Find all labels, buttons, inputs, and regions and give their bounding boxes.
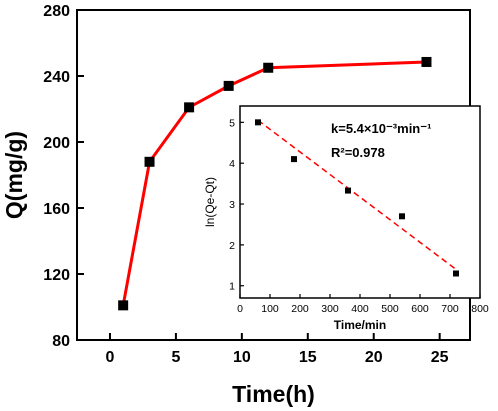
- inset-x-tick-label: 400: [351, 303, 369, 315]
- inset-x-tick-label: 300: [321, 303, 339, 315]
- r-squared-annotation: R²=0.978: [331, 145, 385, 160]
- data-point: [184, 102, 195, 113]
- inset-x-tick-label: 0: [237, 303, 243, 315]
- inset-x-tick-label: 800: [471, 303, 489, 315]
- y-tick-label: 200: [43, 135, 70, 152]
- inset-frame: [239, 105, 481, 299]
- x-axis-title: Time(h): [232, 381, 315, 407]
- inset-x-tick-label: 700: [441, 303, 459, 315]
- y-tick-label: 80: [52, 333, 70, 350]
- y-tick-label: 280: [43, 3, 70, 20]
- x-tick-label: 15: [299, 349, 317, 366]
- data-point: [421, 56, 432, 67]
- y-tick-label: 240: [43, 69, 70, 86]
- x-tick-label: 5: [171, 349, 180, 366]
- y-tick-label: 160: [43, 201, 70, 218]
- inset-x-tick-label: 100: [261, 303, 279, 315]
- data-point: [223, 80, 234, 91]
- x-tick-label: 10: [233, 349, 251, 366]
- inset-data-point: [291, 156, 297, 163]
- inset-x-tick-label: 200: [291, 303, 309, 315]
- inset-y-tick-label: 1: [229, 281, 235, 293]
- inset-y-tick-label: 2: [229, 240, 235, 252]
- inset-x-tick-label: 600: [411, 303, 429, 315]
- x-tick-label: 20: [365, 349, 383, 366]
- inset-x-axis-title: Time/min: [334, 318, 386, 332]
- inset-data-point: [255, 119, 261, 126]
- data-point: [263, 62, 274, 73]
- data-point: [144, 156, 155, 167]
- x-tick-label: 25: [431, 349, 449, 366]
- inset-data-point: [399, 213, 405, 220]
- inset-y-tick-label: 5: [229, 117, 235, 129]
- main-plot: 0 5 10 15 20 2580120160200240280Time(h)Q(mg/g…: [1, 3, 471, 407]
- y-tick-label: 120: [43, 267, 70, 284]
- y-axis-title: Q(mg/g): [1, 131, 27, 219]
- fit-line: [257, 119, 457, 271]
- inset-y-tick-label: 3: [229, 199, 235, 211]
- inset-y-tick-label: 4: [229, 158, 235, 170]
- inset-data-point: [345, 187, 351, 194]
- inset-plot: 0 100 200 300 400 500 600 700 800 1 2 3 4 5 Time/min ln…: [203, 105, 489, 332]
- inset-data-point: [453, 270, 459, 277]
- rate-constant-annotation: k=5.4×10⁻³min⁻¹: [331, 121, 431, 136]
- data-point: [118, 300, 129, 311]
- x-tick-label: 0: [106, 349, 115, 366]
- series-line: [121, 60, 427, 306]
- inset-x-tick-label: 500: [381, 303, 399, 315]
- inset-y-axis-title: ln(Qe-Qt): [203, 177, 217, 227]
